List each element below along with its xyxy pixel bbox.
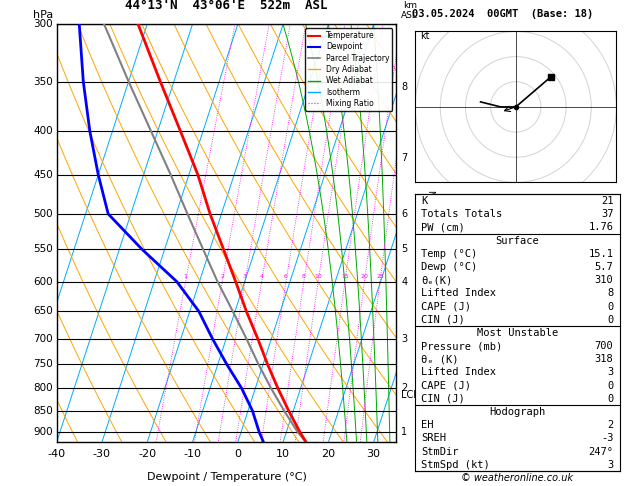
Text: CIN (J): CIN (J) — [421, 315, 465, 325]
Text: 21: 21 — [601, 196, 613, 206]
Text: Temp (°C): Temp (°C) — [421, 249, 477, 259]
Text: θₑ(K): θₑ(K) — [421, 275, 452, 285]
Text: -20: -20 — [138, 449, 156, 458]
Text: 0: 0 — [234, 449, 242, 458]
Text: 03.05.2024  00GMT  (Base: 18): 03.05.2024 00GMT (Base: 18) — [412, 9, 593, 19]
Text: 0: 0 — [607, 381, 613, 391]
Text: 6: 6 — [401, 209, 408, 219]
Text: 0: 0 — [607, 315, 613, 325]
Text: StmDir: StmDir — [421, 447, 459, 457]
Text: 1.76: 1.76 — [589, 223, 613, 232]
Text: 850: 850 — [33, 406, 53, 416]
Text: K: K — [421, 196, 428, 206]
Text: 30: 30 — [367, 449, 381, 458]
Text: PW (cm): PW (cm) — [421, 223, 465, 232]
Text: Most Unstable: Most Unstable — [477, 328, 558, 338]
Text: 350: 350 — [33, 76, 53, 87]
Text: 247°: 247° — [589, 447, 613, 457]
Text: 650: 650 — [33, 306, 53, 316]
Text: 1: 1 — [184, 275, 187, 279]
Text: 15.1: 15.1 — [589, 249, 613, 259]
Text: Dewp (°C): Dewp (°C) — [421, 262, 477, 272]
Text: EH: EH — [421, 420, 434, 430]
Text: 8: 8 — [401, 82, 408, 92]
Text: 1: 1 — [401, 427, 408, 437]
Text: Totals Totals: Totals Totals — [421, 209, 503, 219]
Text: -10: -10 — [184, 449, 201, 458]
Text: 20: 20 — [360, 275, 369, 279]
Text: 37: 37 — [601, 209, 613, 219]
Text: 8: 8 — [302, 275, 306, 279]
Text: © weatheronline.co.uk: © weatheronline.co.uk — [461, 473, 574, 483]
Text: Lifted Index: Lifted Index — [421, 288, 496, 298]
Legend: Temperature, Dewpoint, Parcel Trajectory, Dry Adiabat, Wet Adiabat, Isotherm, Mi: Temperature, Dewpoint, Parcel Trajectory… — [305, 28, 392, 111]
Text: kt: kt — [420, 31, 430, 41]
Text: Mixing Ratio (g/kg): Mixing Ratio (g/kg) — [426, 191, 435, 276]
Text: 800: 800 — [33, 383, 53, 393]
Text: 500: 500 — [33, 209, 53, 219]
Text: Lifted Index: Lifted Index — [421, 367, 496, 378]
Text: LCL: LCL — [401, 390, 419, 400]
Text: 10: 10 — [276, 449, 290, 458]
Text: 5.7: 5.7 — [594, 262, 613, 272]
Text: 450: 450 — [33, 170, 53, 180]
Text: 5: 5 — [401, 244, 408, 254]
Text: 8: 8 — [607, 288, 613, 298]
Text: 400: 400 — [33, 126, 53, 136]
Text: 44°13'N  43°06'E  522m  ASL: 44°13'N 43°06'E 522m ASL — [125, 0, 328, 12]
Text: 750: 750 — [33, 360, 53, 369]
Text: 3: 3 — [243, 275, 247, 279]
Text: Surface: Surface — [496, 236, 539, 245]
Text: 0: 0 — [607, 394, 613, 404]
Text: StmSpd (kt): StmSpd (kt) — [421, 460, 490, 470]
Text: 2: 2 — [607, 420, 613, 430]
Text: 2: 2 — [401, 383, 408, 393]
Text: -30: -30 — [93, 449, 111, 458]
Text: 3: 3 — [401, 334, 408, 344]
Text: km
ASL: km ASL — [401, 0, 418, 20]
Text: θₑ (K): θₑ (K) — [421, 354, 459, 364]
Text: 700: 700 — [594, 341, 613, 351]
Text: 4: 4 — [260, 275, 264, 279]
Text: CAPE (J): CAPE (J) — [421, 381, 471, 391]
Text: 3: 3 — [607, 367, 613, 378]
Text: CAPE (J): CAPE (J) — [421, 301, 471, 312]
Text: 4: 4 — [401, 277, 408, 287]
Text: 20: 20 — [321, 449, 335, 458]
Text: Dewpoint / Temperature (°C): Dewpoint / Temperature (°C) — [147, 471, 306, 482]
Text: Hodograph: Hodograph — [489, 407, 545, 417]
Text: 700: 700 — [33, 334, 53, 344]
Text: 0: 0 — [607, 301, 613, 312]
Text: CIN (J): CIN (J) — [421, 394, 465, 404]
Text: 7: 7 — [401, 153, 408, 163]
Text: 600: 600 — [33, 277, 53, 287]
Text: 6: 6 — [284, 275, 288, 279]
Text: 318: 318 — [594, 354, 613, 364]
Text: 550: 550 — [33, 244, 53, 254]
Text: 25: 25 — [376, 275, 384, 279]
Text: 2: 2 — [220, 275, 225, 279]
Text: 15: 15 — [341, 275, 348, 279]
Text: 300: 300 — [33, 19, 53, 29]
Text: hPa: hPa — [33, 10, 53, 20]
Text: 10: 10 — [314, 275, 322, 279]
Text: SREH: SREH — [421, 434, 446, 443]
Text: 3: 3 — [607, 460, 613, 470]
Text: 310: 310 — [594, 275, 613, 285]
Text: 900: 900 — [33, 427, 53, 437]
Text: -40: -40 — [48, 449, 65, 458]
Text: -3: -3 — [601, 434, 613, 443]
Text: Pressure (mb): Pressure (mb) — [421, 341, 503, 351]
